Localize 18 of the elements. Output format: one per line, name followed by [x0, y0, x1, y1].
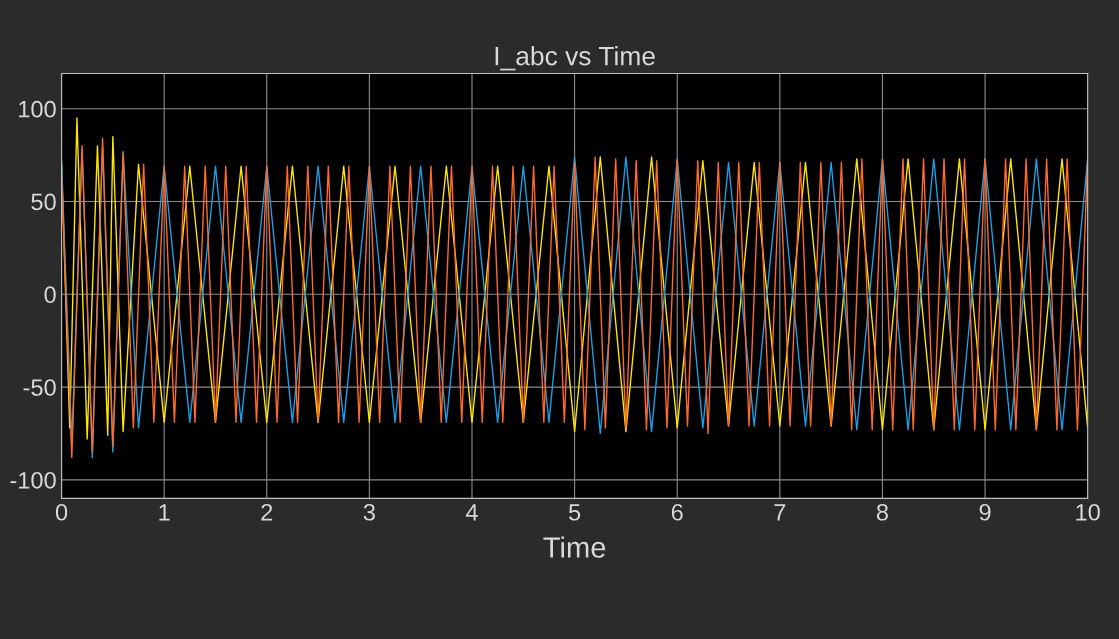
y-tick-label: 0 [44, 286, 56, 304]
x-tick-label: 2 [261, 503, 273, 521]
x-tick-label: 8 [876, 503, 888, 521]
y-tick-label: -50 [23, 379, 56, 396]
y-tick-label: 100 [19, 100, 56, 118]
x-axis-title: Time [543, 536, 606, 558]
x-tick-label: 9 [979, 503, 991, 521]
y-tick-label: -100 [10, 471, 56, 489]
x-tick-label: 6 [671, 503, 683, 521]
x-tick-label: 5 [568, 504, 581, 521]
x-tick-label: 0 [55, 503, 68, 521]
x-tick-label: 3 [363, 503, 375, 521]
x-tick-label: 4 [465, 504, 478, 521]
chart-title: I_abc vs Time [495, 46, 655, 71]
x-tick-label: 7 [774, 504, 786, 521]
x-tick-label: 1 [159, 504, 170, 521]
x-tick-label: 10 [1076, 503, 1100, 521]
y-tick-label: 50 [31, 193, 56, 211]
